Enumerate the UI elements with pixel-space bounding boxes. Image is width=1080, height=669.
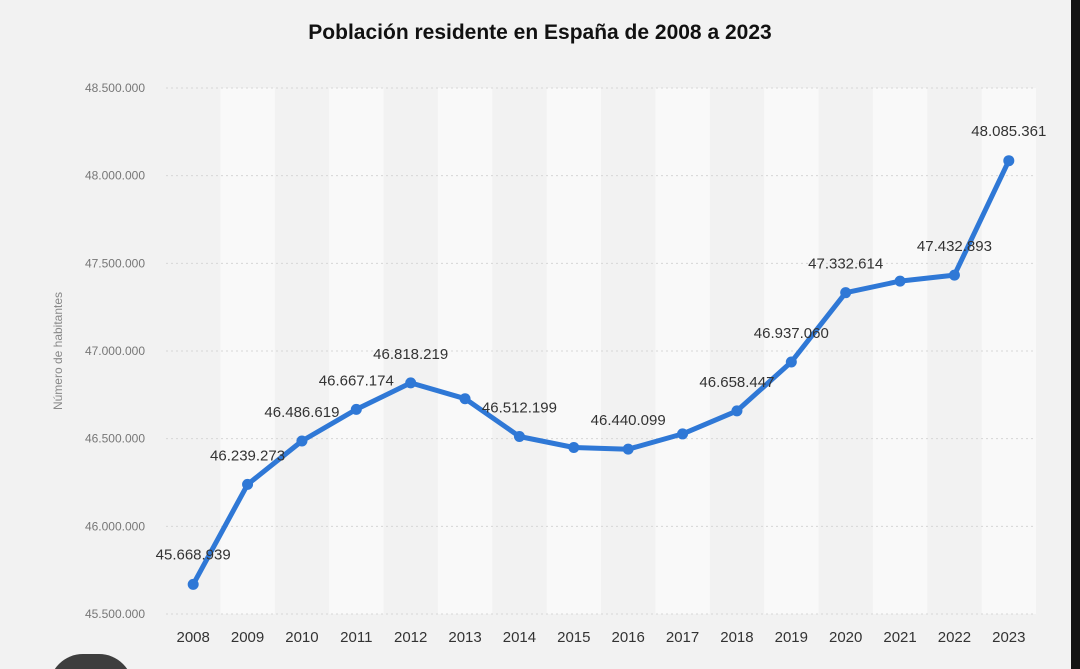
x-tick-label: 2019: [775, 629, 808, 646]
gridlines: [166, 87, 1036, 615]
y-axis-ticks: 45.500.000 46.000.000 46.500.000 47.000.000…: [85, 81, 145, 621]
data-label: 45.668.939: [156, 546, 231, 563]
data-point[interactable]: [948, 269, 960, 281]
screen-edge: [1071, 0, 1080, 669]
data-point[interactable]: [405, 377, 417, 389]
data-label: 46.440.099: [591, 412, 666, 429]
data-label: 46.667.174: [319, 372, 394, 389]
data-labels: 45.668.939 46.239.273 46.486.619 46.667.174…: [156, 123, 1047, 563]
data-point[interactable]: [1003, 155, 1015, 167]
data-point[interactable]: [622, 443, 634, 455]
x-axis-ticks: 2008 2009 2010 2011 2012 2013 2014 2015 2016 2017…: [177, 629, 1026, 646]
x-tick-label: 2014: [503, 629, 536, 646]
x-tick-label: 2021: [883, 629, 916, 646]
data-label: 47.432.893: [917, 238, 992, 255]
x-tick-label: 2023: [992, 629, 1025, 646]
floating-button[interactable]: [49, 654, 133, 669]
x-tick-label: 2022: [938, 629, 971, 646]
data-label: 48.085.361: [971, 123, 1046, 140]
x-tick-label: 2016: [612, 629, 645, 646]
data-point[interactable]: [513, 431, 525, 443]
y-tick-label: 46.500.000: [85, 432, 145, 446]
data-point[interactable]: [350, 403, 362, 415]
data-label: 46.486.619: [264, 404, 339, 421]
data-point[interactable]: [568, 442, 580, 454]
series-line: [190, 158, 1012, 587]
x-tick-label: 2011: [340, 629, 372, 646]
data-point[interactable]: [242, 478, 254, 490]
x-tick-label: 2020: [829, 629, 862, 646]
x-tick-label: 2015: [557, 629, 590, 646]
data-point[interactable]: [296, 435, 308, 447]
data-label: 46.239.273: [210, 447, 285, 464]
y-tick-label: 47.500.000: [85, 256, 145, 270]
data-point[interactable]: [894, 275, 906, 287]
y-axis-label: Número de habitantes: [51, 292, 65, 410]
data-label: 46.937.060: [754, 325, 829, 342]
data-point[interactable]: [187, 578, 199, 590]
y-tick-label: 48.000.000: [85, 169, 145, 183]
x-tick-label: 2017: [666, 629, 699, 646]
data-point[interactable]: [731, 405, 743, 417]
x-tick-label: 2013: [448, 629, 481, 646]
data-point[interactable]: [459, 393, 471, 405]
chart-title: Población residente en España de 2008 a …: [308, 21, 771, 44]
data-point[interactable]: [677, 428, 689, 440]
data-points: [187, 155, 1015, 590]
data-label: 46.658.447: [699, 374, 774, 391]
data-point[interactable]: [840, 287, 852, 299]
y-tick-label: 46.000.000: [85, 519, 145, 533]
y-tick-label: 47.000.000: [85, 344, 145, 358]
x-tick-label: 2012: [394, 629, 427, 646]
population-series: [190, 158, 1012, 587]
x-tick-label: 2008: [177, 629, 210, 646]
x-tick-label: 2009: [231, 629, 264, 646]
y-tick-label: 45.500.000: [85, 607, 145, 621]
data-label: 47.332.614: [808, 256, 883, 273]
y-tick-label: 48.500.000: [85, 81, 145, 95]
data-label: 46.512.199: [482, 400, 557, 417]
data-label: 46.818.219: [373, 346, 448, 363]
x-tick-label: 2010: [285, 629, 318, 646]
data-point[interactable]: [785, 356, 797, 368]
x-tick-label: 2018: [720, 629, 753, 646]
